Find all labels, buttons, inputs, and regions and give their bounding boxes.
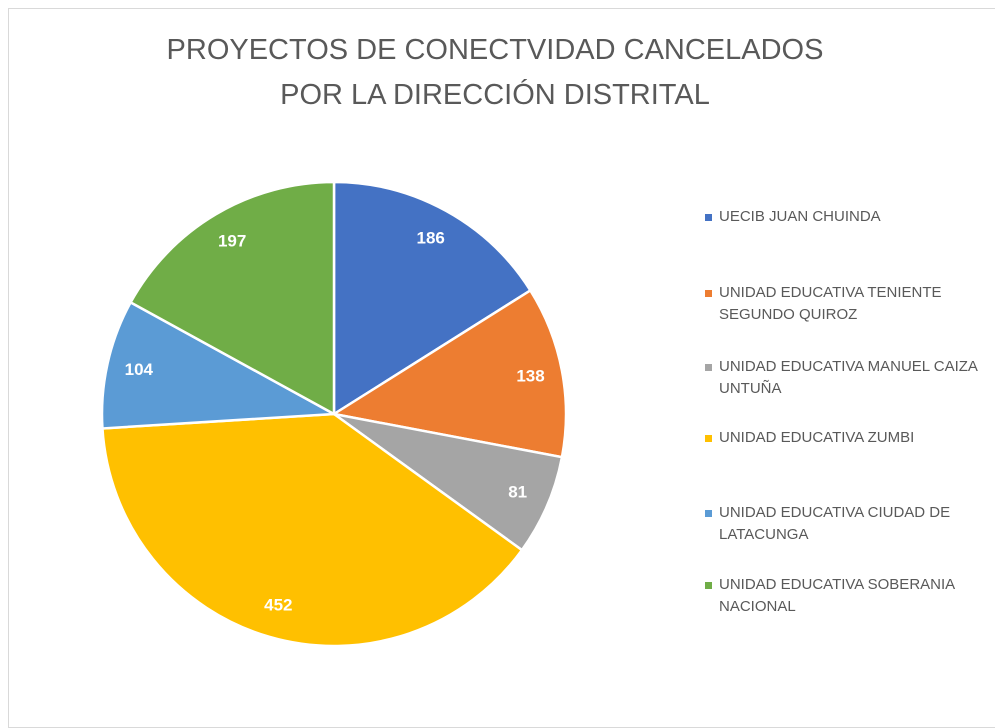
pie-slice (332, 180, 533, 417)
pie-slice (333, 412, 564, 552)
pie-slice (128, 180, 336, 417)
pie-slice (101, 412, 524, 648)
data-label: 138 (516, 366, 544, 385)
legend-label: UNIDAD EDUCATIVA MANUEL CAIZA UNTUÑA (719, 358, 978, 397)
pie-slice (100, 300, 339, 430)
legend-swatch (705, 435, 712, 442)
chart: 186 138 81 452 104 197 (100, 180, 568, 648)
legend-item: UNIDAD EDUCATIVA TENIENTE SEGUNDO QUIROZ (705, 282, 994, 326)
data-label: 104 (125, 360, 154, 379)
data-label: 452 (264, 596, 292, 615)
legend-swatch (705, 364, 712, 371)
legend-label: UECIB JUAN CHUINDA (719, 208, 881, 225)
data-label: 81 (508, 483, 527, 502)
chart-title: PROYECTOS DE CONECTVIDAD CANCELADOS POR … (166, 34, 824, 111)
legend-item: UECIB JUAN CHUINDA (705, 206, 994, 228)
legend-label: UNIDAD EDUCATIVA TENIENTE SEGUNDO QUIROZ (719, 284, 942, 323)
legend-swatch (705, 510, 712, 517)
legend-item: UNIDAD EDUCATIVA SOBERANIA NACIONAL (705, 574, 994, 618)
legend-swatch (705, 290, 712, 297)
pie-slice (330, 288, 568, 459)
legend-label: UNIDAD EDUCATIVA ZUMBI (719, 429, 915, 446)
legend-swatch (705, 214, 712, 221)
legend-item: UNIDAD EDUCATIVA CIUDAD DE LATACUNGA (705, 502, 994, 546)
data-label: 186 (417, 228, 445, 247)
data-label: 197 (218, 231, 246, 250)
page: PROYECTOS DE CONECTVIDAD CANCELADOS POR … (8, 8, 995, 728)
legend-swatch (705, 582, 712, 589)
legend-label: UNIDAD EDUCATIVA SOBERANIA NACIONAL (719, 576, 955, 615)
legend-label: UNIDAD EDUCATIVA CIUDAD DE LATACUNGA (719, 504, 951, 543)
legend-item: UNIDAD EDUCATIVA ZUMBI (705, 427, 994, 449)
legend-item: UNIDAD EDUCATIVA MANUEL CAIZA UNTUÑA (705, 356, 994, 400)
